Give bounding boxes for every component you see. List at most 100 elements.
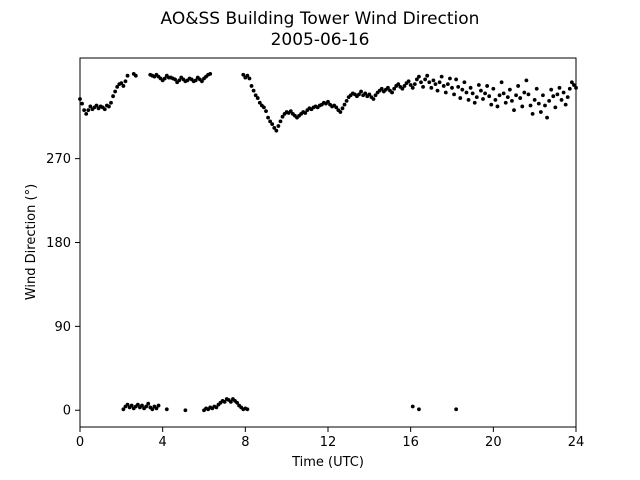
data-point	[390, 90, 394, 95]
data-point	[386, 85, 390, 90]
data-point	[266, 115, 270, 120]
data-point	[367, 92, 372, 97]
data-point	[481, 97, 485, 101]
data-point	[534, 86, 539, 91]
x-tick-label: 16	[402, 435, 419, 450]
data-point	[565, 95, 570, 100]
data-point	[121, 84, 126, 88]
data-point	[450, 85, 454, 90]
data-point	[214, 405, 219, 410]
y-tick-label: 180	[46, 236, 71, 251]
data-point	[435, 88, 440, 93]
data-point	[373, 93, 378, 98]
data-point	[470, 91, 475, 96]
data-point	[551, 94, 556, 99]
data-point	[445, 82, 450, 86]
x-axis-ticks: 0 4 8 12 16 20 24	[76, 427, 584, 450]
data-point	[563, 102, 568, 107]
data-point	[154, 406, 159, 411]
x-tick-label: 12	[320, 435, 337, 450]
data-point	[276, 124, 281, 128]
data-point	[111, 94, 115, 99]
data-point	[410, 85, 415, 90]
data-point	[462, 80, 467, 85]
data-point	[200, 79, 204, 84]
data-point	[528, 103, 533, 108]
data-point	[555, 92, 560, 97]
data-point	[503, 100, 508, 105]
data-point	[274, 128, 279, 133]
data-point	[474, 95, 479, 100]
data-point	[526, 92, 531, 97]
data-point	[569, 80, 574, 85]
data-point	[431, 78, 436, 83]
x-tick-label: 24	[568, 435, 585, 450]
data-point	[86, 108, 91, 113]
data-point	[557, 85, 562, 90]
data-point	[541, 93, 545, 98]
data-point	[129, 403, 134, 408]
data-point	[443, 90, 448, 95]
data-point	[516, 84, 521, 88]
y-axis-label: Wind Direction (°)	[24, 184, 39, 300]
data-point	[222, 399, 227, 404]
data-point	[146, 401, 151, 406]
data-point	[113, 89, 118, 94]
data-point	[414, 77, 419, 82]
data-point	[456, 84, 461, 89]
data-point	[162, 76, 167, 81]
data-point	[448, 76, 452, 81]
data-point	[80, 101, 84, 106]
data-point	[94, 103, 99, 108]
data-point	[359, 89, 363, 94]
data-point	[493, 98, 498, 102]
data-point	[439, 74, 444, 79]
data-point	[419, 80, 423, 85]
data-point	[156, 403, 161, 408]
data-point	[514, 93, 518, 98]
data-point	[272, 125, 277, 130]
data-point	[255, 96, 260, 100]
data-point	[441, 84, 446, 88]
data-point	[549, 87, 554, 92]
data-point	[427, 80, 432, 85]
data-point	[479, 88, 483, 93]
data-point	[538, 110, 543, 114]
data-point	[559, 98, 564, 102]
data-point	[499, 80, 504, 85]
data-point	[412, 82, 417, 86]
data-point	[164, 407, 169, 412]
data-point	[245, 73, 250, 78]
data-point	[553, 105, 558, 110]
data-point	[144, 404, 149, 409]
data-point	[338, 110, 343, 114]
data-point	[512, 108, 516, 113]
data-point	[437, 80, 442, 85]
data-point	[82, 108, 87, 113]
data-point	[278, 119, 283, 124]
data-point	[454, 77, 459, 82]
data-point	[342, 102, 347, 107]
data-point	[340, 106, 345, 111]
data-point	[485, 84, 490, 88]
data-point	[125, 73, 130, 78]
data-point	[264, 109, 268, 114]
data-point	[125, 402, 130, 407]
data-point	[466, 98, 471, 102]
data-point	[245, 407, 250, 412]
data-point	[458, 96, 463, 100]
data-point	[545, 115, 549, 120]
x-axis-label: Time (UTC)	[291, 455, 364, 470]
data-point	[280, 114, 285, 119]
data-point	[483, 91, 487, 96]
data-point	[530, 112, 535, 116]
y-tick-label: 90	[54, 320, 71, 335]
data-point	[460, 87, 465, 92]
data-point	[425, 73, 430, 78]
data-point	[357, 92, 361, 97]
data-point	[489, 102, 494, 107]
data-point	[262, 105, 266, 110]
data-point	[257, 100, 262, 105]
data-point	[402, 84, 407, 88]
